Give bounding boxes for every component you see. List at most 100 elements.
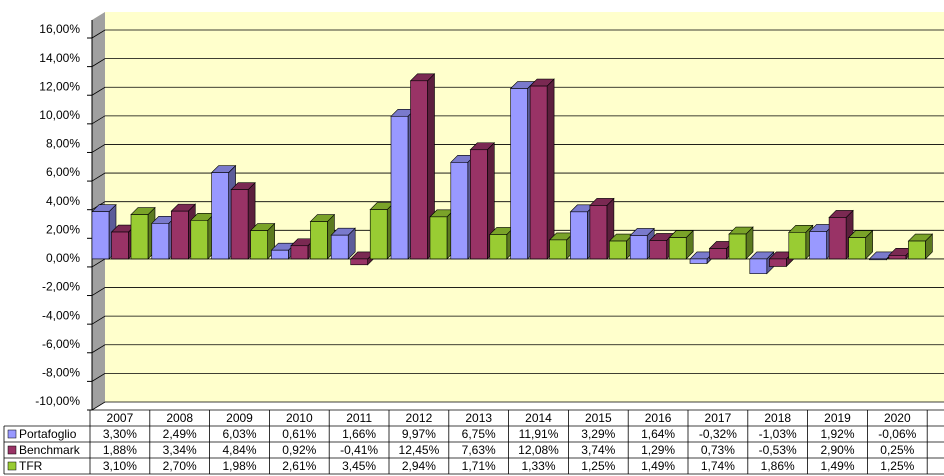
y-tick-label: -4,00% [42,308,80,322]
x-tick-label: 2018 [764,411,791,425]
value-label: 1,25% [581,459,615,473]
value-label: 7,63% [462,443,496,457]
y-tick-label: 0,00% [46,251,80,265]
value-label: 3,10% [103,459,137,473]
grid-line [91,372,944,382]
bar [589,205,608,260]
bar [469,149,488,260]
value-label: 1,33% [521,459,555,473]
bar [211,172,229,260]
value-label: 1,98% [222,459,256,473]
value-label: 1,49% [820,459,854,473]
bar-group [309,213,336,260]
bar-group [828,209,854,260]
x-tick-label: 2017 [705,411,732,425]
value-label: 1,86% [761,459,795,473]
y-tick-label: 12,00% [39,79,80,93]
bar [171,210,189,260]
grid-line [91,401,944,411]
y-tick-label: -6,00% [42,337,80,351]
grid-line [91,58,944,67]
value-label: 3,45% [342,459,376,473]
bar [410,80,428,260]
bar [290,245,309,260]
value-label: 0,25% [880,443,914,457]
value-label: 3,74% [581,443,615,457]
grid-line [91,29,944,39]
value-label: 0,61% [282,427,316,441]
grid-line [91,115,944,125]
value-label: -0,41% [340,443,378,457]
value-label: 1,74% [701,459,735,473]
grid-line [91,315,944,325]
y-tick-label: 14,00% [39,51,80,65]
grid-line [91,144,944,153]
bar-group [429,209,455,260]
value-label: 0,92% [282,443,316,457]
bar [649,240,668,260]
y-tick-label: 6,00% [46,165,80,179]
value-label: 1,29% [641,443,675,457]
bar-side [546,78,555,260]
bar-group [130,206,156,260]
bar-group [668,229,694,260]
value-label: 3,29% [581,427,615,441]
y-tick-label: -8,00% [42,366,80,380]
y-tick-label: 10,00% [39,108,80,122]
bar [749,258,768,274]
grid-line [91,344,944,354]
grid-line [91,172,944,182]
x-tick-label: 2011 [346,411,372,425]
bar [788,232,807,260]
bar-group [589,197,615,260]
value-label: 1,49% [641,459,675,473]
x-tick-label: 2007 [107,411,134,425]
bar [848,237,866,260]
value-label: 11,91% [519,427,559,441]
bar [429,216,448,260]
x-tick-label: 2010 [286,411,313,425]
bar [130,214,149,260]
bar [689,258,708,264]
bar-group [409,73,436,260]
value-label: 2,70% [163,459,197,473]
value-label: 1,25% [880,459,914,473]
value-label: 2,90% [820,443,854,457]
bar [510,88,528,260]
value-label: 12,45% [399,443,440,457]
y-tick-label: 4,00% [46,194,80,208]
value-label: -0,53% [759,443,797,457]
bar-group [548,232,575,260]
y-tick-label: 2,00% [46,222,80,236]
bar [609,240,627,260]
bar [450,162,469,260]
bar-group [190,212,216,260]
value-label: 2,61% [282,459,316,473]
bar [489,234,508,260]
value-label: 1,71% [462,459,496,473]
bar-group [489,226,515,260]
bar [91,211,110,260]
bar [190,219,209,260]
value-label: -1,03% [759,427,797,441]
y-tick-label: -10,00% [35,394,80,408]
bar [350,258,369,266]
bar-group [529,78,555,260]
x-tick-label: 2014 [525,411,552,425]
bar [668,237,687,260]
legend-swatch [7,429,17,439]
x-tick-label: 2012 [406,411,433,425]
y-tick-label: 8,00% [46,137,80,151]
value-label: 1,66% [342,427,376,441]
bar [570,211,588,260]
bar [230,189,249,260]
x-tick-label: 2015 [585,411,612,425]
bar-group [369,201,395,260]
bar-group [330,227,356,260]
bar [768,258,787,267]
legend-label: Portafoglio [19,427,77,441]
bar [529,85,548,260]
bar [271,249,289,260]
bar [310,221,328,260]
